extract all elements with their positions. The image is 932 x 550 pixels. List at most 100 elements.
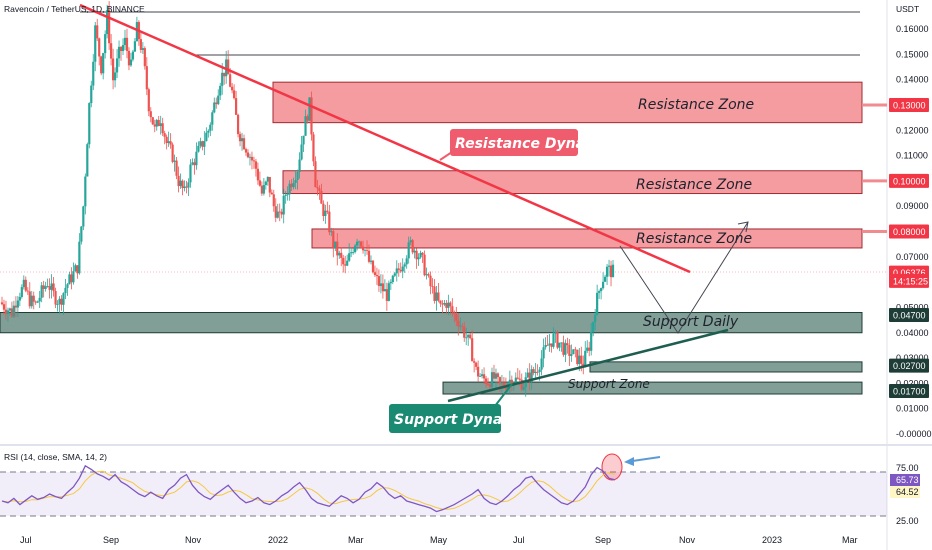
candle-body — [119, 46, 123, 52]
candle-body — [492, 372, 496, 379]
candle-body — [395, 268, 398, 274]
candle-body — [24, 279, 27, 291]
candle-body — [298, 159, 301, 173]
candle-body — [60, 298, 63, 305]
candle-body — [16, 300, 19, 308]
rsi-sma-line — [1, 470, 616, 510]
candle-body — [516, 377, 519, 379]
candle-body — [482, 374, 486, 379]
time-tick-label: Mar — [842, 535, 858, 545]
candle-body — [80, 226, 83, 242]
candle-body — [169, 141, 172, 145]
candle-body — [149, 111, 152, 118]
rsi-sma-tag: 64.52 — [890, 486, 920, 498]
candle-body — [278, 211, 281, 213]
price-tick-label: 0.12000 — [896, 125, 929, 135]
support-dynamic-text: Support Dynamic — [394, 412, 531, 428]
candle-body — [113, 72, 117, 81]
candle-body — [465, 337, 468, 339]
price-tick-label: 0.11000 — [896, 151, 928, 161]
candle-body — [14, 305, 17, 308]
candle-body — [576, 349, 579, 365]
time-tick-label: Sep — [103, 535, 119, 545]
candle-body — [260, 185, 263, 194]
candle-body — [68, 274, 71, 285]
candle-body — [342, 257, 345, 265]
candle-body — [328, 211, 331, 233]
candle-body — [596, 292, 599, 315]
candle-body — [433, 286, 436, 301]
candle-body — [383, 289, 386, 292]
candle-body — [496, 373, 500, 378]
time-axis[interactable]: Jul Sep Nov 2022 Mar May Jul Sep Nov 2023 Mar — [20, 535, 858, 545]
support-dynamic-callout: Support Dynamic — [389, 383, 531, 433]
price-tag-text: 0.02700 — [893, 361, 926, 371]
rsi-indicator-label: RSI (14, close, SMA, 14, 2) — [4, 452, 107, 462]
candle-body — [167, 141, 170, 144]
candle-body — [429, 275, 432, 287]
price-tick-label: 0.03000 — [896, 353, 929, 363]
price-tag-bg — [889, 224, 929, 239]
candle-body — [294, 179, 297, 183]
candle-body — [336, 241, 339, 256]
candle-body — [42, 285, 45, 289]
candle-body — [183, 186, 186, 189]
candle-body — [518, 378, 521, 380]
candle-body — [534, 371, 537, 374]
candle-body — [50, 283, 53, 290]
rsi-current-tag: 65.73 — [890, 474, 920, 486]
candle-body — [568, 345, 571, 356]
candle-body — [605, 266, 609, 277]
candle-body — [326, 210, 329, 212]
candle-body — [221, 72, 224, 86]
price-tag-text: 0.06376 — [893, 268, 926, 278]
candle-body — [350, 252, 353, 254]
candle-body — [500, 382, 504, 384]
candle-body — [536, 371, 539, 373]
candle-body — [185, 186, 188, 188]
currency-label: USDT — [896, 4, 919, 14]
candle-body — [574, 349, 577, 351]
candle-body — [117, 46, 121, 59]
candle-body — [582, 363, 585, 367]
resistance-zone-1 — [282, 170, 863, 195]
candle-body — [155, 119, 158, 127]
zone-label-resistance-2: Resistance Zone — [636, 177, 752, 193]
candle-body — [560, 342, 563, 344]
candle-body — [181, 180, 184, 189]
candle-body — [92, 61, 95, 86]
candle-body — [540, 358, 543, 370]
price-tag-text: 0.04700 — [893, 311, 926, 321]
time-tick-label: Sep — [595, 535, 611, 545]
price-tag-bg — [889, 383, 929, 398]
candle-body — [284, 194, 287, 196]
price-tag-text: 0.01700 — [893, 386, 926, 396]
candle-body — [258, 180, 261, 186]
candle-body — [163, 133, 166, 137]
price-tag-bg — [889, 273, 929, 288]
candle-body — [179, 180, 182, 187]
candle-body — [586, 347, 589, 351]
candle-body — [254, 161, 258, 169]
candle-body — [193, 162, 196, 166]
candle-body — [554, 332, 557, 334]
candle-body — [28, 291, 31, 307]
candle-body — [161, 123, 164, 134]
candle-body — [375, 274, 379, 277]
candle-body — [369, 260, 373, 262]
candle-body — [102, 53, 105, 74]
candle-body — [177, 175, 180, 187]
candle-body — [272, 194, 275, 207]
candle-body — [316, 187, 319, 189]
candle-body — [407, 242, 410, 259]
candle-body — [74, 265, 77, 272]
candle-body — [98, 38, 101, 57]
candle-body — [227, 59, 230, 75]
candle-body — [282, 195, 285, 215]
candle-body — [90, 85, 93, 104]
zones-layer — [0, 81, 863, 395]
candle-body — [62, 293, 65, 305]
candle-body — [223, 72, 226, 77]
candle-body — [391, 275, 394, 283]
candle-body — [20, 287, 23, 297]
